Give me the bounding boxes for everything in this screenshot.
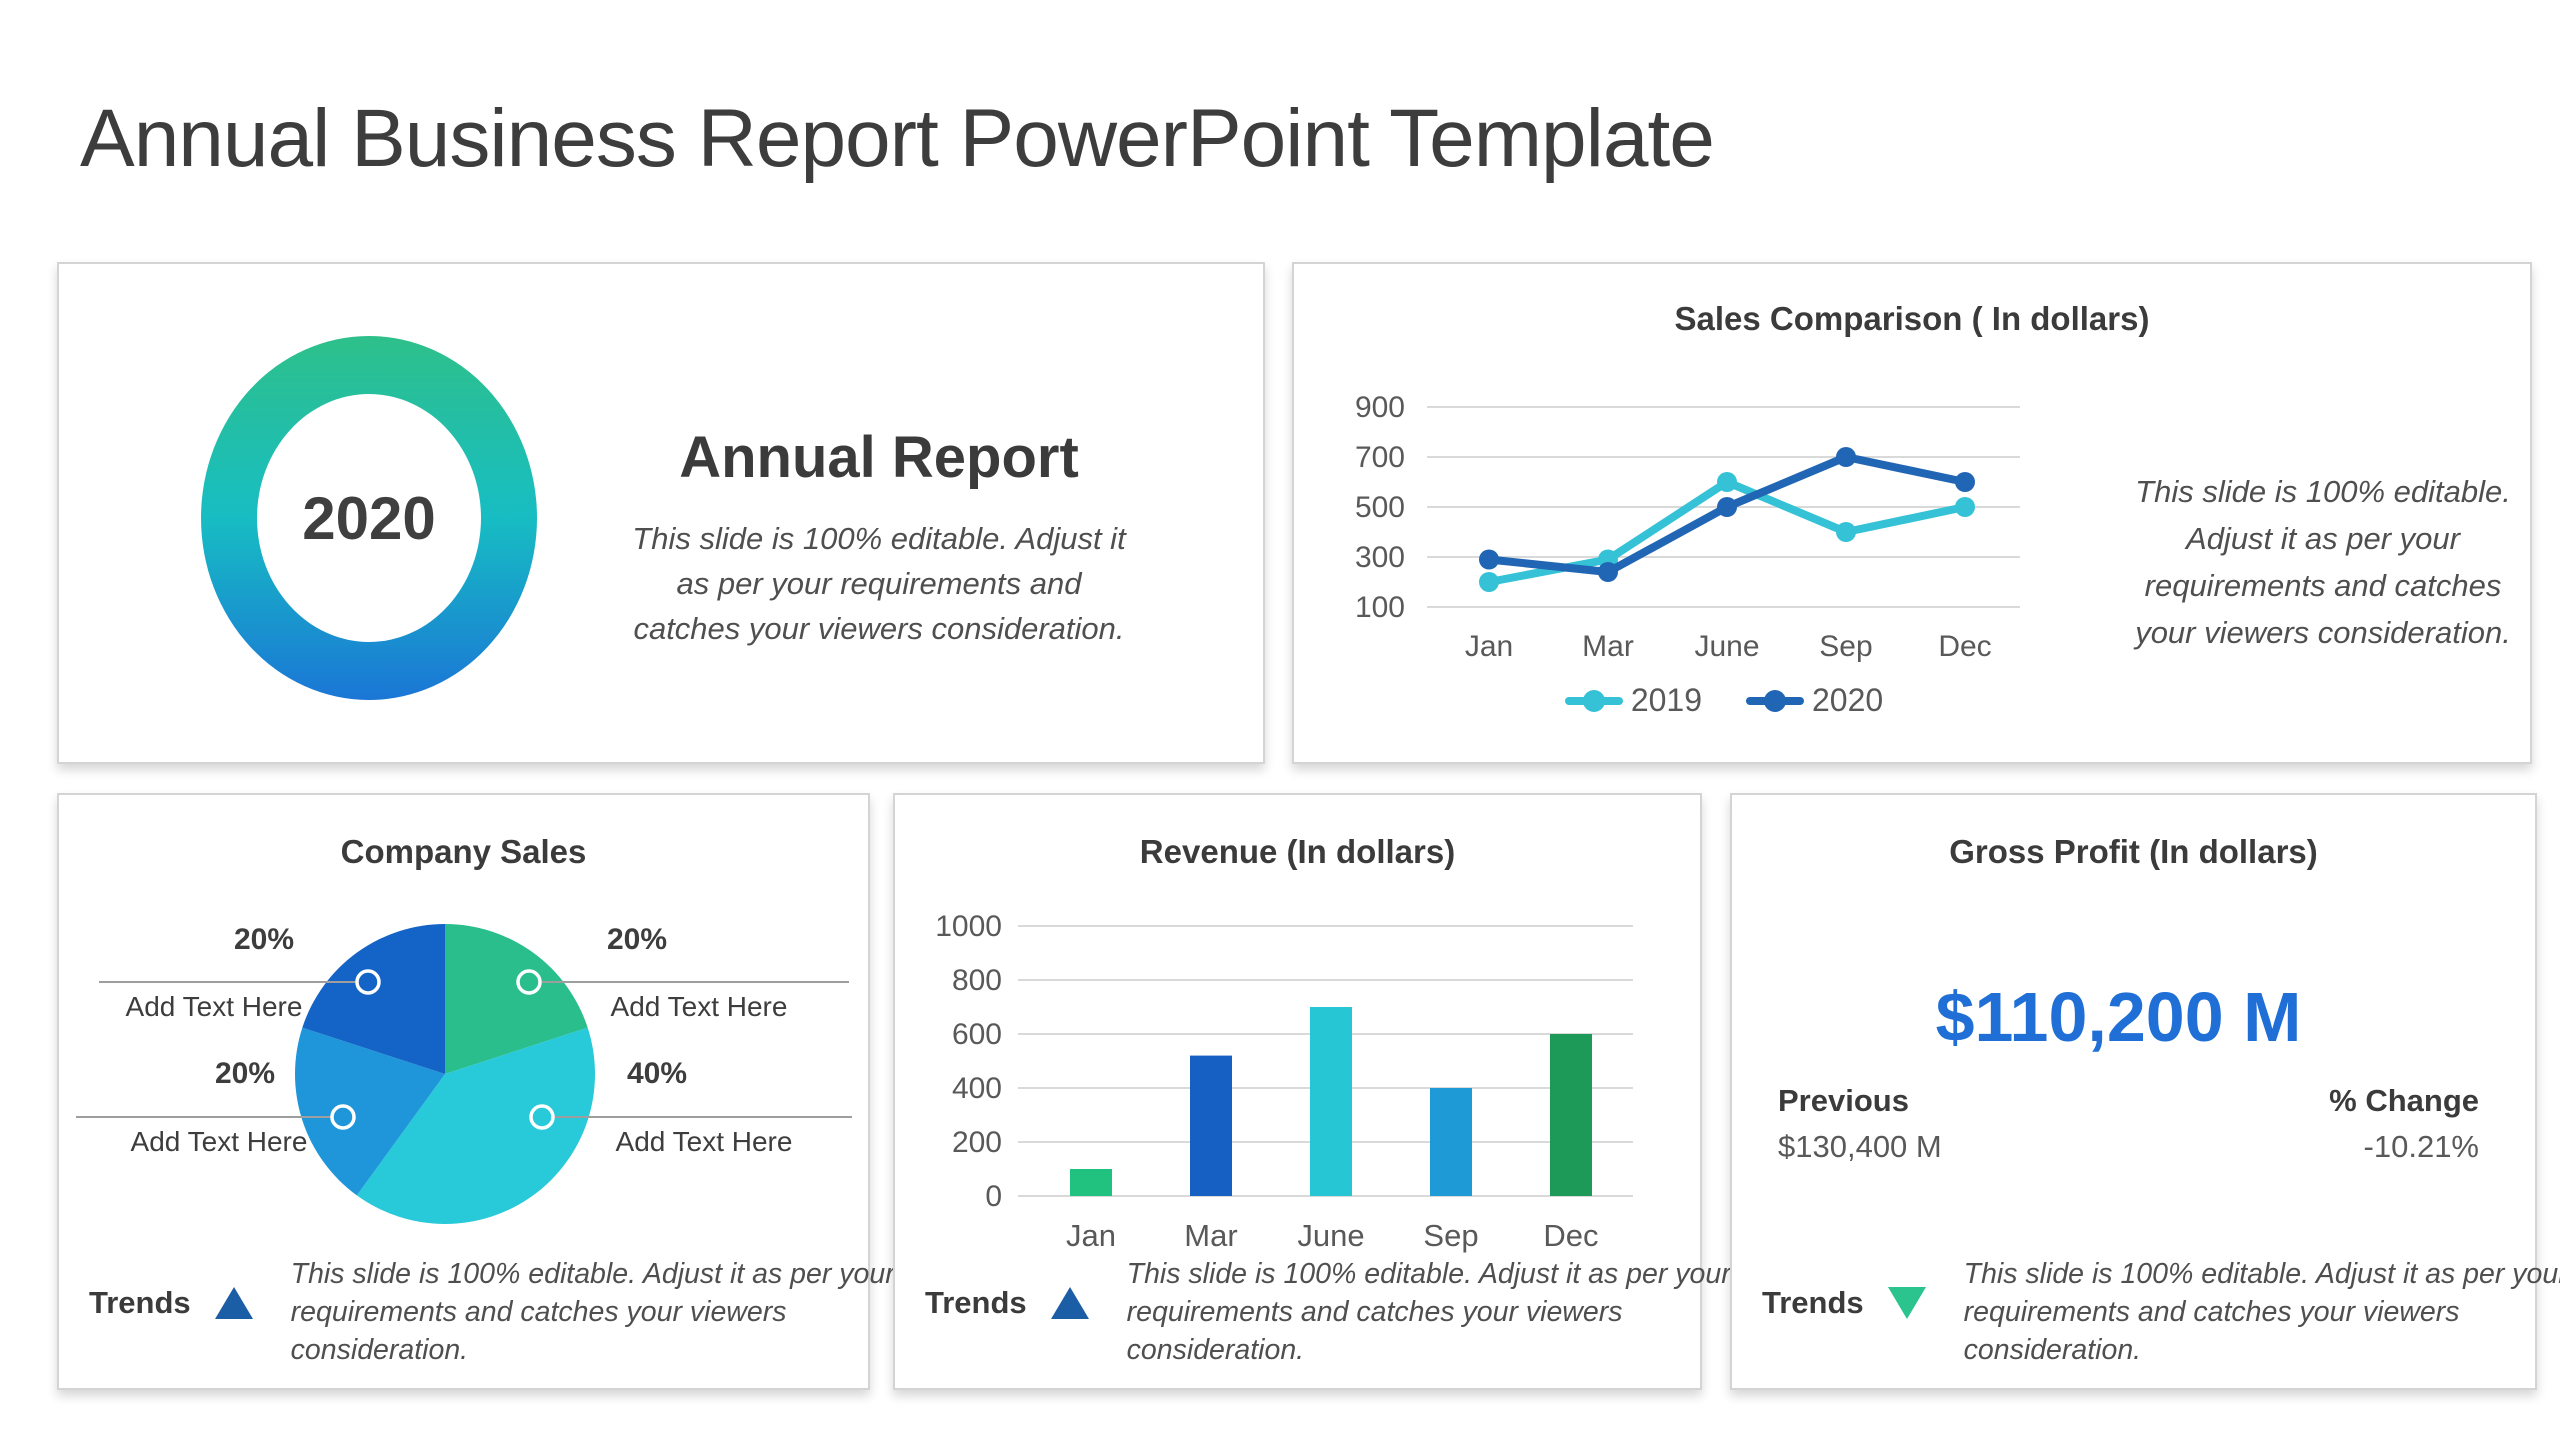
pie-callout-text-bottom-left: Add Text Here xyxy=(130,1126,308,1157)
company-sales-title: Company Sales xyxy=(340,833,587,870)
text-line: requirements and catches your viewers xyxy=(1126,1296,1623,1328)
svg-text:Dec: Dec xyxy=(1543,1218,1598,1253)
trends-text: This slide is 100% editable. Adjust it a… xyxy=(1127,1255,1731,1369)
year-label: 2020 xyxy=(302,484,436,552)
legend-marker xyxy=(1746,696,1804,705)
pie-callout-text-top-left: Add Text Here xyxy=(125,991,303,1022)
svg-text:June: June xyxy=(1694,630,1759,663)
legend-item: 2020 xyxy=(1746,682,1883,719)
year-ring: 2020 xyxy=(201,336,537,700)
trend-down-icon xyxy=(1887,1287,1926,1319)
gross-profit-change: % Change -10.21% xyxy=(2329,1083,2479,1165)
svg-text:600: 600 xyxy=(952,1018,1002,1051)
svg-text:400: 400 xyxy=(952,1072,1002,1105)
company-sales-trends-row: Trends This slide is 100% editable. Adju… xyxy=(89,1255,895,1369)
text-line: requirements and catches xyxy=(2144,568,2502,603)
text-line: requirements and catches your viewers xyxy=(1963,1296,2460,1328)
svg-text:June: June xyxy=(1297,1218,1364,1253)
page-title: Annual Business Report PowerPoint Templa… xyxy=(80,93,1715,184)
svg-text:100: 100 xyxy=(1355,591,1405,624)
legend-label: 2020 xyxy=(1812,682,1884,718)
text-line: catches your viewers consideration. xyxy=(633,611,1125,646)
panel-sales-comparison: Sales Comparison ( In dollars) 900 700 500… xyxy=(1292,262,2532,764)
annual-report-body: This slide is 100% editable. Adjust it a… xyxy=(599,516,1159,651)
text-line: requirements and catches your viewers xyxy=(290,1296,787,1328)
svg-text:0: 0 xyxy=(985,1180,1002,1213)
text-line: This slide is 100% editable. Adjust it a… xyxy=(1963,1258,2560,1290)
sales-comparison-plot: 900 700 500 300 100 Jan Mar June Sep Dec xyxy=(1355,391,2020,663)
svg-text:200: 200 xyxy=(952,1126,1002,1159)
panel-revenue: Revenue (In dollars) 0 200 400 600 800 1000 Ja… xyxy=(893,793,1731,1390)
previous-label: Previous xyxy=(1778,1083,1909,1118)
revenue-title: Revenue (In dollars) xyxy=(1139,833,1456,870)
revenue-trends-row: Trends This slide is 100% editable. Adju… xyxy=(925,1255,1731,1369)
trends-label: Trends xyxy=(925,1285,1027,1320)
pie-callout-pct-top-right: 20% xyxy=(606,923,668,956)
trends-label: Trends xyxy=(1762,1285,1864,1320)
panel-gross-profit: Gross Profit (In dollars) $110,200 M Pre… xyxy=(1730,793,2560,1390)
text-line: consideration. xyxy=(1126,1334,1305,1366)
gross-profit-title: Gross Profit (In dollars) xyxy=(1949,833,2318,870)
text-line: consideration. xyxy=(290,1334,469,1366)
legend-marker xyxy=(1564,696,1623,705)
annual-report-heading: Annual Report xyxy=(679,425,1079,490)
pie-callout-text-bottom-right: Add Text Here xyxy=(615,1126,793,1157)
svg-text:300: 300 xyxy=(1355,541,1405,574)
trend-up-icon xyxy=(214,1287,253,1319)
legend-item: 2019 xyxy=(1564,682,1702,719)
sales-comparison-side-text: This slide is 100% editable. Adjust it a… xyxy=(2124,468,2522,656)
gross-profit-trends-row: Trends This slide is 100% editable. Adju… xyxy=(1762,1255,2560,1369)
gross-profit-value: $110,200 M xyxy=(1935,978,2302,1056)
revenue-plot: 0 200 400 600 800 1000 Jan Mar June Sep Dec xyxy=(935,910,1633,1253)
trend-up-icon xyxy=(1050,1287,1089,1319)
text-line: Adjust it as per your xyxy=(2186,521,2460,556)
text-line: your viewers consideration. xyxy=(2135,615,2511,650)
svg-text:500: 500 xyxy=(1355,491,1405,524)
svg-text:700: 700 xyxy=(1355,441,1405,474)
trends-text: This slide is 100% editable. Adjust it a… xyxy=(291,1255,895,1369)
svg-text:Sep: Sep xyxy=(1819,630,1872,663)
pie-callout-pct-top-left: 20% xyxy=(233,923,295,956)
pie-callout-text-top-right: Add Text Here xyxy=(610,991,788,1022)
svg-text:Sep: Sep xyxy=(1423,1218,1478,1253)
svg-text:800: 800 xyxy=(952,964,1002,997)
text-line: consideration. xyxy=(1963,1334,2142,1366)
pie-callout-pct-bottom-left: 20% xyxy=(214,1057,276,1090)
text-line: This slide is 100% editable. Adjust it a… xyxy=(1126,1258,1731,1290)
gross-profit-previous: Previous $130,400 M xyxy=(1778,1083,1942,1165)
panel-company-sales: Company Sales 20% Add Text Here 20% Add … xyxy=(57,793,895,1390)
trends-text: This slide is 100% editable. Adjust it a… xyxy=(1964,1255,2560,1369)
company-sales-plot xyxy=(76,924,852,1224)
sales-legend: 2019 2020 xyxy=(1427,682,2021,719)
trends-label: Trends xyxy=(89,1285,191,1320)
panel-annual-report: 2020 Annual Report This slide is 100% ed… xyxy=(57,262,1265,764)
legend-label: 2019 xyxy=(1630,682,1702,718)
text-line: This slide is 100% editable. xyxy=(2135,474,2511,509)
change-label: % Change xyxy=(2329,1083,2479,1118)
previous-value: $130,400 M xyxy=(1778,1129,1942,1164)
text-line: This slide is 100% editable. Adjust it xyxy=(632,521,1126,556)
svg-text:Mar: Mar xyxy=(1582,630,1634,663)
svg-text:Dec: Dec xyxy=(1938,630,1991,663)
svg-text:900: 900 xyxy=(1355,391,1405,424)
svg-text:Jan: Jan xyxy=(1066,1218,1116,1253)
svg-text:Mar: Mar xyxy=(1184,1218,1237,1253)
sales-comparison-title: Sales Comparison ( In dollars) xyxy=(1674,300,2150,337)
change-value: -10.21% xyxy=(2363,1129,2479,1164)
pie-callout-pct-bottom-right: 40% xyxy=(626,1057,688,1090)
svg-text:1000: 1000 xyxy=(935,910,1002,943)
text-line: as per your requirements and xyxy=(676,566,1082,601)
svg-text:Jan: Jan xyxy=(1465,630,1513,663)
text-line: This slide is 100% editable. Adjust it a… xyxy=(290,1258,895,1290)
year-ring-hole: 2020 xyxy=(257,394,481,642)
